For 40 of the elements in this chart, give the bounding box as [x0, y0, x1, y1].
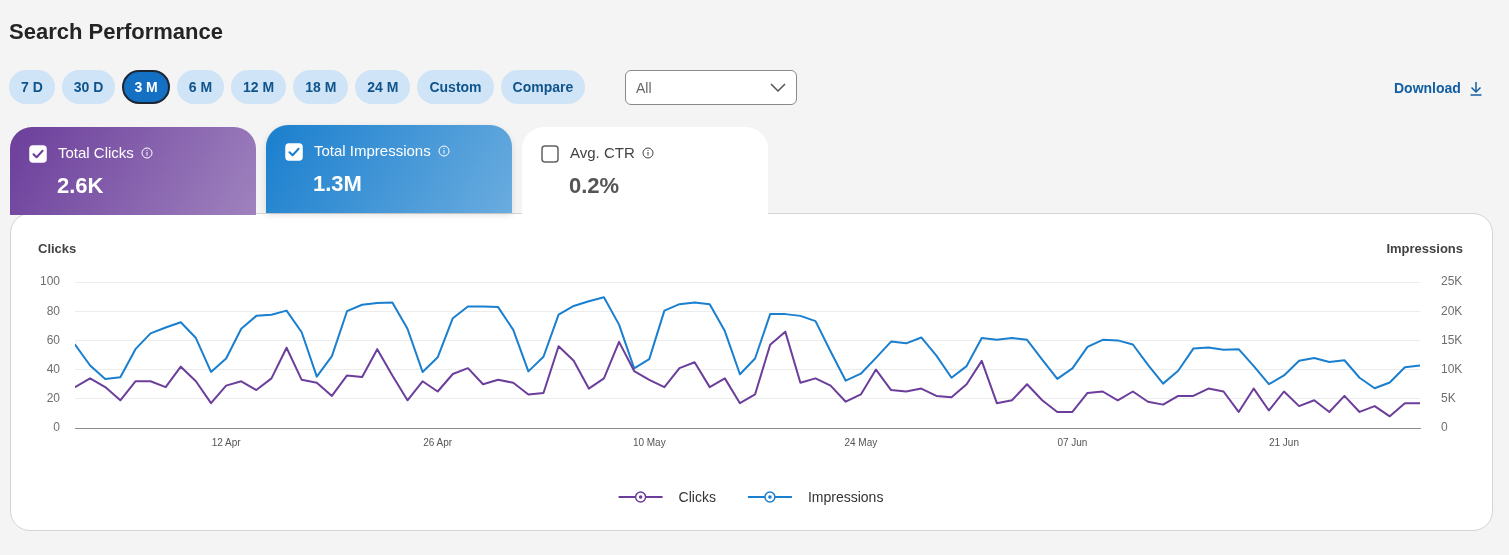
y-tick-label: 40 [46, 361, 61, 376]
text: Total Clicks [58, 144, 134, 162]
text: Avg. CTR [570, 144, 635, 162]
chart-title: Search Performance [9, 18, 223, 46]
y-axis-title: Clicks [38, 240, 77, 256]
y-tick-label: 0 [53, 420, 61, 435]
y2-tick-label: 5K [1441, 391, 1456, 406]
text: 1.3M [313, 170, 362, 198]
text: 2.6K [57, 172, 104, 200]
y2-tick-label: 0 [1441, 420, 1448, 435]
text: Compare [512, 79, 574, 95]
y-tick-label: 80 [46, 303, 61, 318]
y-tick-label: 20 [46, 391, 61, 406]
y2-axis-title: Impressions [1386, 240, 1463, 256]
x-tick-label: 07 Jun [1057, 436, 1088, 448]
legend-label: Clicks [678, 488, 716, 505]
x-tick-label: 26 Apr [423, 436, 453, 448]
text: 24 M [367, 79, 399, 95]
y2-tick-label: 25K [1441, 274, 1463, 289]
text: 18 M [305, 79, 337, 95]
y2-tick-label: 20K [1441, 303, 1463, 318]
text: 6 M [188, 79, 213, 95]
text: 0.2% [569, 172, 620, 200]
y2-tick-label: 15K [1441, 332, 1463, 347]
text: 30 D [73, 79, 104, 95]
x-tick-label: 10 May [632, 436, 666, 448]
text: 12 M [243, 79, 275, 95]
x-tick-label: 12 Apr [211, 436, 242, 448]
text: Download [1394, 80, 1461, 96]
y-tick-label: 60 [46, 332, 61, 347]
y-tick-label: 100 [39, 274, 61, 289]
text: Total Impressions [314, 142, 431, 160]
x-tick-label: 21 Jun [1268, 436, 1299, 448]
text: 7 D [21, 79, 43, 95]
y2-tick-label: 10K [1441, 361, 1463, 376]
text: Custom [429, 79, 482, 95]
x-tick-label: 24 May [844, 436, 878, 448]
dropdown-field: All [625, 70, 797, 105]
text: 3 M [134, 79, 158, 95]
legend-label: Impressions [807, 488, 884, 505]
